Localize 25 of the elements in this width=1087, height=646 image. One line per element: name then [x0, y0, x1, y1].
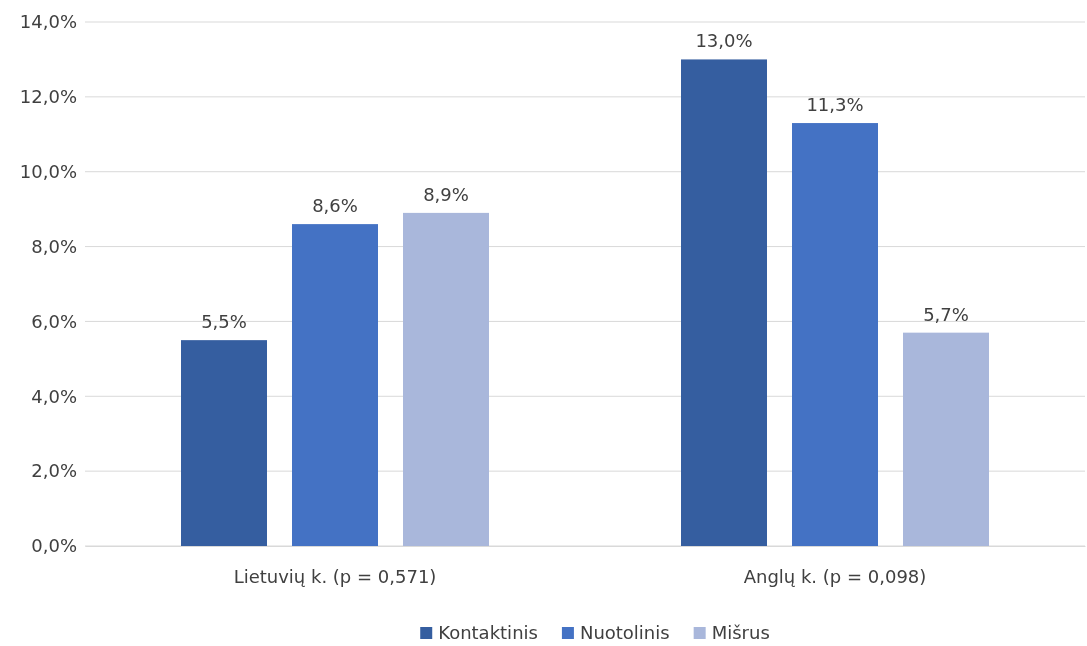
data-label: 5,5%: [201, 311, 247, 333]
y-tick-label: 0,0%: [31, 535, 77, 557]
y-tick-label: 2,0%: [31, 460, 77, 482]
bar: [181, 340, 267, 546]
bar: [403, 212, 489, 546]
legend-label: Nuotolinis: [579, 622, 670, 643]
y-tick-label: 8,0%: [31, 235, 77, 257]
y-tick-label: 14,0%: [19, 11, 77, 33]
bar: [681, 59, 767, 546]
bar: [292, 224, 378, 546]
legend-label: Kontaktinis: [438, 622, 538, 643]
data-label: 8,9%: [423, 183, 469, 205]
y-tick-label: 10,0%: [19, 160, 77, 182]
data-label: 11,3%: [806, 94, 864, 116]
x-tick-label: Lietuvių k. (p = 0,571): [233, 565, 437, 587]
data-label: 8,6%: [312, 195, 358, 217]
y-tick-label: 4,0%: [31, 385, 77, 407]
x-tick-label: Anglų k. (p = 0,098): [743, 565, 927, 587]
bar: [903, 332, 989, 546]
data-label: 13,0%: [695, 30, 753, 52]
bar: [792, 123, 878, 546]
legend-label: Mišrus: [711, 622, 770, 643]
data-label: 5,7%: [923, 303, 969, 325]
y-tick-label: 12,0%: [19, 86, 77, 108]
y-tick-label: 6,0%: [31, 310, 77, 332]
